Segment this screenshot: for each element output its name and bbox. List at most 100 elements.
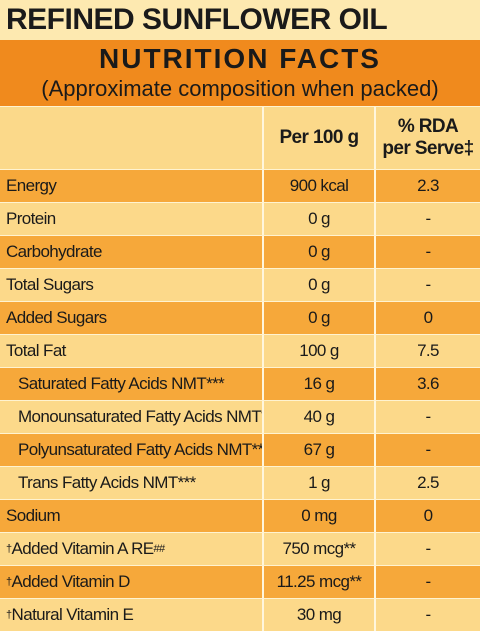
rda-cell: - — [376, 566, 480, 598]
product-name: REFINED SUNFLOWER OIL — [0, 0, 480, 40]
nutrient-name: Polyunsaturated Fatty Acids NMT*** — [18, 440, 264, 459]
amount-cell: 30 mg — [264, 599, 376, 631]
nutrient-cell: † Added Vitamin D — [0, 566, 264, 598]
amount-cell: 100 g — [264, 335, 376, 367]
nutrient-cell: Energy — [0, 170, 264, 202]
amount-cell: 0 g — [264, 203, 376, 235]
nutrient-name: Protein — [6, 209, 56, 228]
amount-cell: 40 g — [264, 401, 376, 433]
rda: 0 — [423, 308, 433, 327]
rda-cell: - — [376, 533, 480, 565]
rda: - — [425, 440, 431, 459]
header-row: Per 100 g % RDA per Serve‡ — [0, 106, 480, 169]
rda-cell: 2.3 — [376, 170, 480, 202]
header-cell — [0, 107, 264, 169]
nutrient-cell: Saturated Fatty Acids NMT*** — [0, 368, 264, 400]
table-body: Energy 900 kcal 2.3 Protein 0 g - Carbohydrate… — [0, 169, 480, 631]
table-row: Total Fat 100 g 7.5 — [0, 334, 480, 367]
rda: - — [425, 605, 431, 624]
rda: 0 — [423, 506, 433, 525]
nutrient-name: Saturated Fatty Acids NMT*** — [18, 374, 225, 393]
amount: 16 g — [303, 374, 335, 393]
rda: - — [425, 539, 431, 558]
nutrient-cell: Monounsaturated Fatty Acids NMT*** — [0, 401, 264, 433]
nutrient-name: Total Fat — [6, 341, 66, 360]
nutrient-name: Added Vitamin A RE — [11, 539, 155, 558]
subtitle: (Approximate composition when packed) — [41, 76, 439, 101]
amount-cell: 16 g — [264, 368, 376, 400]
title-band: NUTRITION FACTS (Approximate composition… — [0, 40, 480, 106]
rda: - — [425, 275, 431, 294]
table-row: † Natural Vitamin E 30 mg - — [0, 598, 480, 631]
amount-cell: 0 g — [264, 269, 376, 301]
rda-cell: 7.5 — [376, 335, 480, 367]
title: NUTRITION FACTS — [99, 43, 381, 74]
amount: 900 kcal — [289, 176, 349, 195]
amount: 750 mcg** — [282, 539, 356, 558]
table-row: † Added Vitamin A RE ## 750 mcg** - — [0, 532, 480, 565]
table-row: Carbohydrate 0 g - — [0, 235, 480, 268]
table-row: Saturated Fatty Acids NMT*** 16 g 3.6 — [0, 367, 480, 400]
nutrient-name: Carbohydrate — [6, 242, 102, 261]
nutrient-name: Energy — [6, 176, 57, 195]
amount: 0 g — [308, 275, 330, 294]
footnote-mark: ## — [153, 543, 166, 555]
nutrient-cell: Total Fat — [0, 335, 264, 367]
amount-cell: 1 g — [264, 467, 376, 499]
amount-cell: 0 g — [264, 236, 376, 268]
rda-cell: - — [376, 236, 480, 268]
amount: 0 g — [308, 209, 330, 228]
rda-cell: - — [376, 401, 480, 433]
nutrient-cell: Protein — [0, 203, 264, 235]
rda-cell: 3.6 — [376, 368, 480, 400]
amount: 100 g — [299, 341, 339, 360]
rda: 2.5 — [417, 473, 439, 492]
amount-cell: 0 g — [264, 302, 376, 334]
nutrient-cell: † Added Vitamin A RE ## — [0, 533, 264, 565]
amount: 67 g — [303, 440, 335, 459]
rda-cell: 0 — [376, 302, 480, 334]
footnote-mark: † — [6, 576, 12, 588]
nutrient-cell: Carbohydrate — [0, 236, 264, 268]
table-row: Added Sugars 0 g 0 — [0, 301, 480, 334]
rda-cell: - — [376, 434, 480, 466]
nutrient-name: Total Sugars — [6, 275, 94, 294]
nutrient-cell: Added Sugars — [0, 302, 264, 334]
rda-cell: - — [376, 269, 480, 301]
nutrient-cell: Total Sugars — [0, 269, 264, 301]
amount: 11.25 mcg** — [276, 572, 362, 591]
nutrient-name: Trans Fatty Acids NMT*** — [18, 473, 196, 492]
column-header: Per 100 g — [279, 127, 359, 148]
amount: 1 g — [308, 473, 330, 492]
rda: - — [425, 209, 431, 228]
rda: - — [425, 407, 431, 426]
amount-cell: 750 mcg** — [264, 533, 376, 565]
table-row: Polyunsaturated Fatty Acids NMT*** 67 g - — [0, 433, 480, 466]
amount-cell: 67 g — [264, 434, 376, 466]
rda: - — [425, 242, 431, 261]
rda-cell: - — [376, 203, 480, 235]
amount: 0 g — [308, 242, 330, 261]
amount-cell: 11.25 mcg** — [264, 566, 376, 598]
amount-cell: 0 mg — [264, 500, 376, 532]
nutrient-cell: † Natural Vitamin E — [0, 599, 264, 631]
table-row: Sodium 0 mg 0 — [0, 499, 480, 532]
table-row: Monounsaturated Fatty Acids NMT*** 40 g - — [0, 400, 480, 433]
rda-cell: 0 — [376, 500, 480, 532]
rda: - — [425, 572, 431, 591]
nutrient-name: Added Vitamin D — [11, 572, 131, 591]
column-header: % RDA — [397, 116, 459, 137]
nutrient-name: Added Sugars — [6, 308, 107, 327]
rda-cell: 2.5 — [376, 467, 480, 499]
rda-cell: - — [376, 599, 480, 631]
nutrient-name: Sodium — [6, 506, 61, 525]
nutrient-cell: Sodium — [0, 500, 264, 532]
table-row: † Added Vitamin D 11.25 mcg** - — [0, 565, 480, 598]
table-row: Total Sugars 0 g - — [0, 268, 480, 301]
amount: 30 mg — [296, 605, 342, 624]
footnote-mark: † — [6, 543, 12, 555]
nutrient-name: Monounsaturated Fatty Acids NMT*** — [18, 407, 264, 426]
rda: 2.3 — [417, 176, 439, 195]
table-row: Protein 0 g - — [0, 202, 480, 235]
